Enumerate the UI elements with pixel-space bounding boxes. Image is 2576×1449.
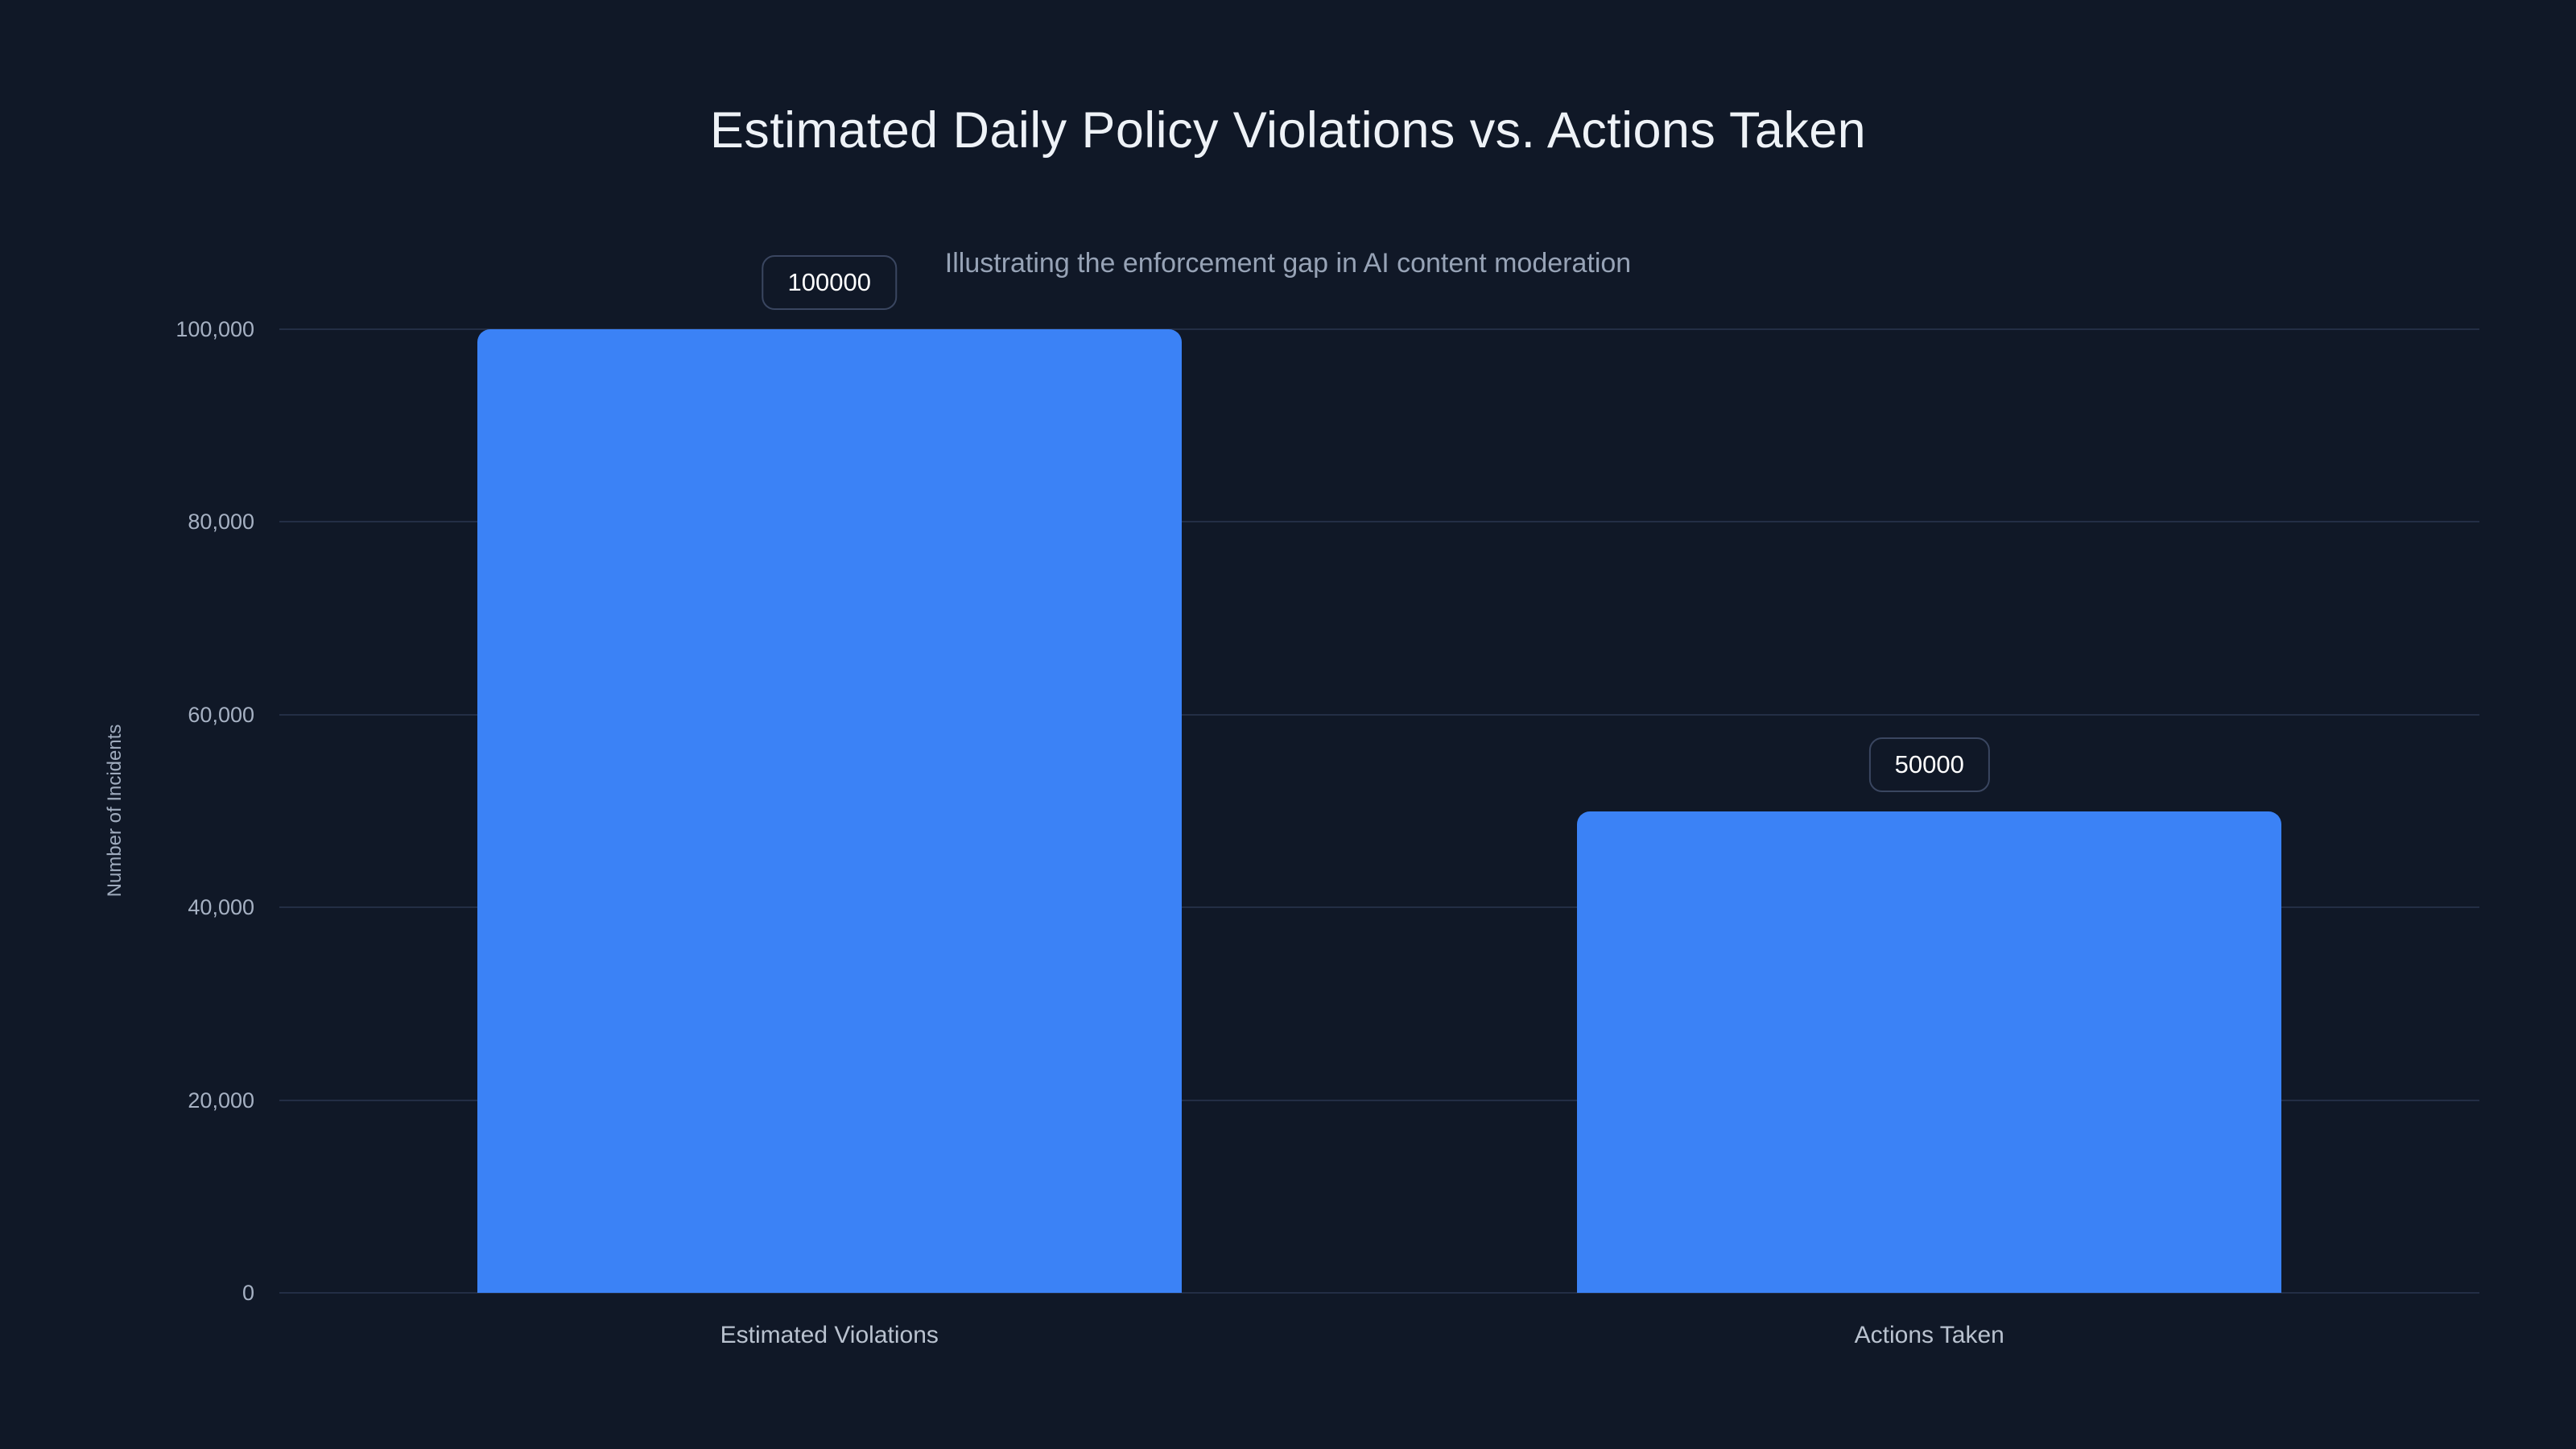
y-tick-label: 0 xyxy=(242,1281,254,1305)
gridline xyxy=(279,1292,2479,1294)
y-tick-label: 40,000 xyxy=(188,895,254,920)
x-axis-label-actions-taken: Actions Taken xyxy=(1854,1322,2004,1348)
bar-actions-taken xyxy=(1577,811,2282,1293)
y-axis-ticks: 0 20,000 40,000 60,000 80,000 100,000 xyxy=(0,317,254,1305)
x-axis-labels: Estimated Violations Actions Taken xyxy=(279,1322,2479,1370)
bar-estimated-violations xyxy=(477,329,1182,1293)
y-tick-label: 100,000 xyxy=(175,317,254,341)
value-label-actions-taken: 50000 xyxy=(1868,737,1990,792)
y-tick-label: 60,000 xyxy=(188,702,254,727)
gridline xyxy=(279,713,2479,716)
value-chips-layer: 100000 50000 xyxy=(279,255,2479,1293)
chart-title: Estimated Daily Policy Violations vs. Ac… xyxy=(709,102,1867,159)
gridline xyxy=(279,521,2479,523)
gridline xyxy=(279,1099,2479,1101)
y-tick-label: 80,000 xyxy=(188,510,254,535)
value-label-estimated-violations: 100000 xyxy=(762,255,897,310)
gridline xyxy=(279,328,2479,330)
bars-layer xyxy=(279,329,2479,1293)
gridline xyxy=(279,906,2479,909)
x-axis-label-estimated-violations: Estimated Violations xyxy=(720,1322,939,1348)
gridlines-layer xyxy=(279,328,2479,1294)
y-tick-label: 20,000 xyxy=(188,1088,254,1113)
chart-subtitle: Illustrating the enforcement gap in AI c… xyxy=(944,248,1632,279)
plot-area: 100000 50000 xyxy=(279,255,2479,1294)
